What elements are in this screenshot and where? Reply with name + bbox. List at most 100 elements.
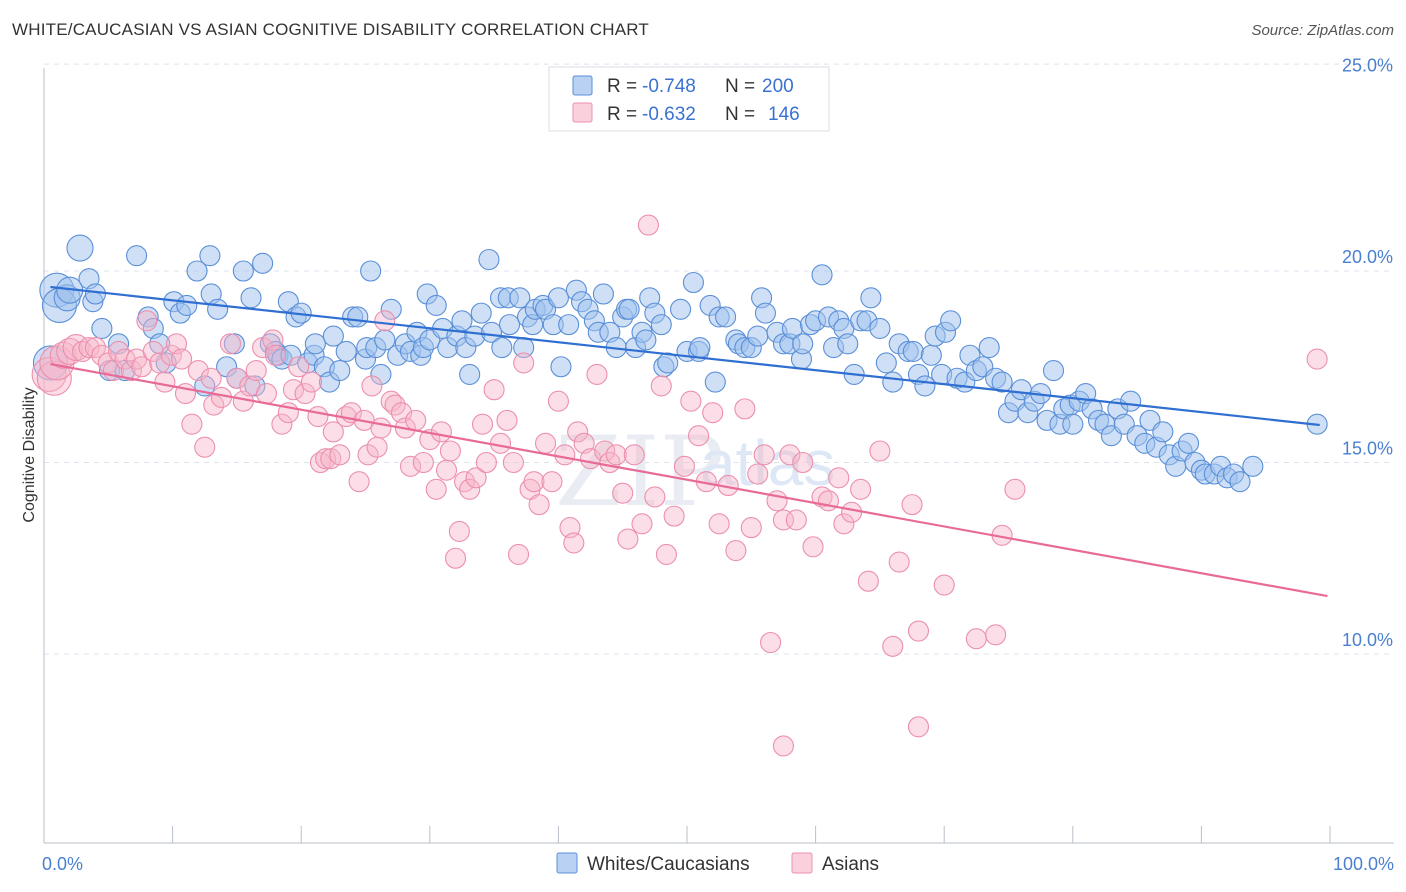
data-point: [329, 444, 351, 466]
source-note: Source: ZipAtlas.com: [1251, 22, 1394, 39]
data-point: [444, 547, 467, 569]
data-point: [126, 245, 148, 267]
data-point: [933, 574, 955, 596]
data-point: [412, 451, 434, 474]
legend-whites-r-label: R =: [607, 76, 637, 97]
data-point: [869, 440, 891, 462]
data-point: [36, 360, 72, 396]
data-point: [802, 536, 824, 558]
data-point: [740, 517, 762, 539]
data-point: [1177, 432, 1200, 454]
data-point: [689, 337, 711, 359]
trend-lines: [50, 285, 1328, 598]
data-point: [779, 444, 801, 466]
data-point: [439, 440, 461, 462]
data-point: [244, 375, 266, 397]
data-point: [262, 329, 284, 351]
data-point: [860, 287, 882, 309]
data-point: [1120, 390, 1142, 412]
y-tick-label: 20.0%: [1342, 247, 1393, 267]
data-point: [635, 329, 657, 351]
data-point: [264, 344, 287, 366]
data-point: [136, 310, 158, 332]
data-point: [811, 486, 833, 508]
data-point: [255, 383, 278, 405]
data-point: [965, 628, 987, 650]
data-point: [702, 402, 724, 424]
data-point: [882, 635, 904, 657]
data-point: [489, 432, 512, 454]
data-point: [361, 375, 383, 397]
data-point: [226, 367, 248, 389]
data-point: [907, 716, 930, 738]
data-point: [294, 383, 316, 405]
data-point: [914, 375, 936, 397]
data-point: [554, 444, 576, 466]
data-point: [307, 405, 329, 428]
data-point: [502, 451, 524, 474]
data-point: [1004, 478, 1026, 500]
data-point: [747, 325, 769, 347]
data-point: [91, 317, 113, 340]
data-point: [496, 409, 518, 431]
data-point: [594, 440, 616, 462]
legend-asians-r-label: R =: [607, 104, 637, 125]
data-point: [1306, 348, 1328, 370]
data-point: [850, 478, 872, 500]
legend-whites-n-label: N =: [725, 76, 755, 97]
data-point: [1152, 421, 1174, 443]
legend-asians-n-value: 146: [768, 104, 800, 125]
data-point: [271, 413, 293, 435]
data-point: [857, 570, 879, 592]
data-point: [663, 505, 685, 527]
data-point: [708, 513, 730, 535]
data-point: [541, 471, 563, 493]
legend-whites-n-value: 200: [762, 76, 794, 97]
data-point: [329, 360, 351, 382]
data-point: [176, 294, 198, 317]
data-point: [322, 421, 344, 443]
data-point: [478, 248, 500, 271]
data-point: [991, 371, 1013, 393]
data-point: [670, 298, 692, 320]
data-point: [725, 540, 747, 562]
data-point: [154, 371, 176, 393]
data-point: [550, 356, 572, 378]
data-point: [754, 302, 776, 324]
data-point: [240, 287, 262, 309]
data-point: [282, 379, 305, 401]
data-point: [507, 543, 530, 565]
data-point: [399, 455, 422, 477]
x-tick-labels: 0.0% 100.0%: [42, 854, 1394, 874]
data-point: [882, 371, 904, 393]
data-point: [288, 356, 310, 378]
data-point: [360, 260, 382, 282]
y-tick-label: 10.0%: [1342, 630, 1393, 650]
data-point: [682, 271, 704, 294]
data-point: [605, 444, 627, 466]
data-point: [199, 245, 221, 267]
data-point: [315, 448, 337, 470]
data-point: [1042, 360, 1065, 382]
data-point: [673, 455, 695, 477]
data-point: [348, 471, 370, 493]
data-point: [252, 337, 274, 359]
data-point: [563, 532, 585, 554]
trend-line-whites: [50, 285, 1320, 427]
data-point: [374, 310, 396, 332]
data-point: [370, 417, 392, 439]
data-point: [171, 348, 193, 370]
data-point: [985, 624, 1007, 646]
data-point: [448, 520, 470, 542]
data-point: [483, 379, 505, 401]
x-tick-label: 0.0%: [42, 854, 83, 874]
data-point: [811, 264, 833, 286]
data-point: [715, 306, 737, 328]
data-point: [66, 234, 94, 262]
data-point: [785, 509, 807, 531]
data-point: [558, 314, 580, 336]
data-point: [245, 360, 267, 382]
data-point: [181, 413, 203, 435]
data-point: [459, 363, 481, 385]
chart-title: WHITE/CAUCASIAN VS ASIAN COGNITIVE DISAB…: [12, 20, 649, 39]
